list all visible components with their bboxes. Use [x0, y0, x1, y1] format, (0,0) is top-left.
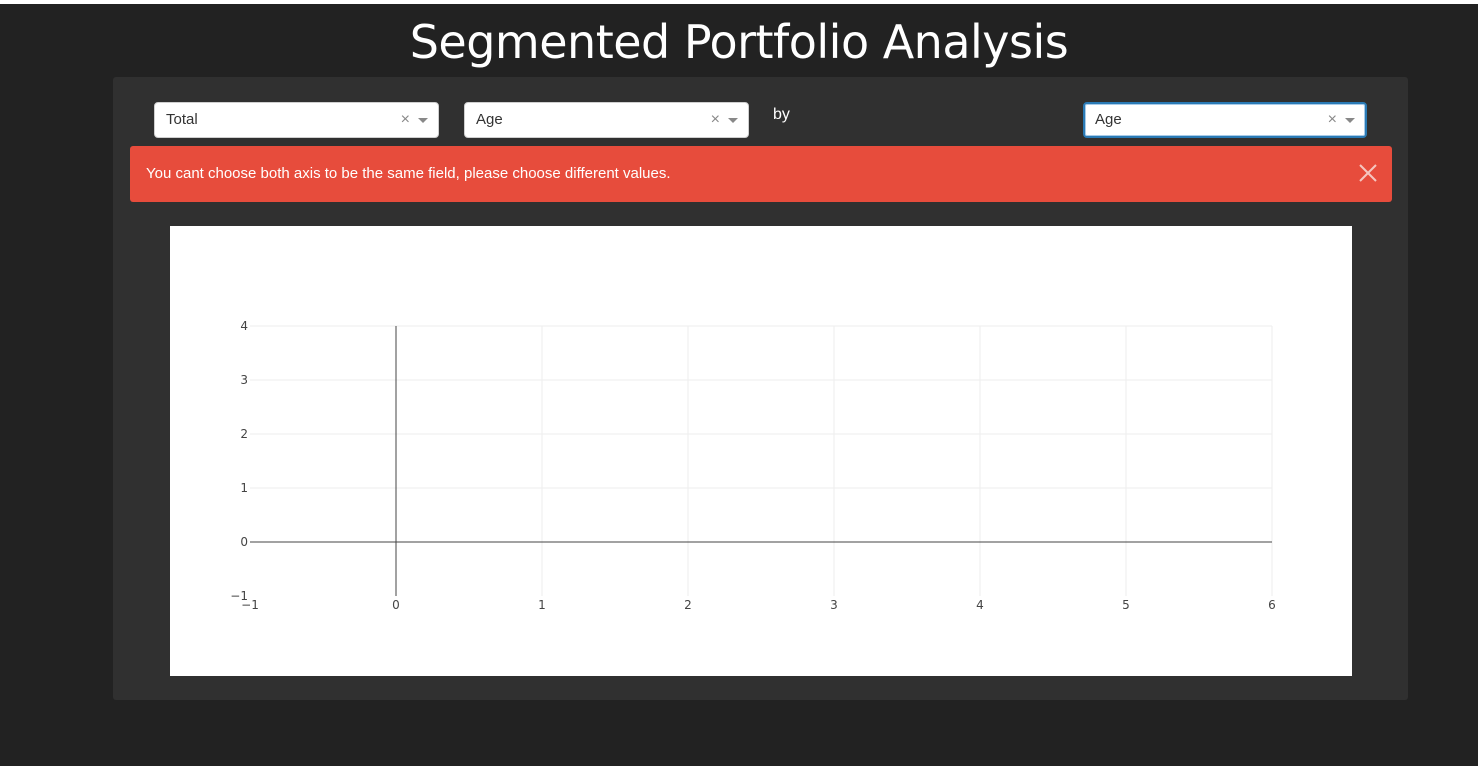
y-tick-label: 4 [240, 319, 248, 333]
y-axis-dropdown[interactable]: Age × [1083, 102, 1367, 138]
clear-icon[interactable]: × [710, 111, 720, 128]
x-tick-label: 4 [976, 598, 984, 612]
page-title: Segmented Portfolio Analysis [409, 15, 1069, 69]
x-tick-label: −1 [241, 598, 259, 612]
y-tick-label: −1 [230, 589, 248, 603]
x-tick-label: 0 [392, 598, 400, 612]
by-label: by [773, 106, 790, 123]
error-alert: You cant choose both axis to be the same… [130, 146, 1392, 202]
scatter-chart: −1 0 1 2 3 4 5 6 −1 0 1 2 3 4 [230, 319, 1276, 612]
x-tick-label: 5 [1122, 598, 1130, 612]
x-axis-dropdown-value: Age [476, 111, 503, 128]
close-icon[interactable] [1358, 163, 1378, 183]
y-tick-label: 0 [240, 535, 248, 549]
y-tick-label: 3 [240, 373, 248, 387]
chart-container: −1 0 1 2 3 4 5 6 −1 0 1 2 3 4 [170, 226, 1352, 676]
top-border [0, 0, 1478, 4]
y-tick-label: 2 [240, 427, 248, 441]
x-tick-label: 1 [538, 598, 546, 612]
chevron-down-icon[interactable] [418, 118, 428, 123]
clear-icon[interactable]: × [1327, 111, 1337, 128]
x-axis-dropdown[interactable]: Age × [464, 102, 749, 138]
metric-dropdown[interactable]: Total × [154, 102, 439, 138]
metric-dropdown-value: Total [166, 111, 198, 128]
y-tick-label: 1 [240, 481, 248, 495]
chevron-down-icon[interactable] [728, 118, 738, 123]
x-tick-label: 3 [830, 598, 838, 612]
chevron-down-icon[interactable] [1345, 118, 1355, 123]
alert-message: You cant choose both axis to be the same… [146, 165, 671, 182]
x-tick-label: 6 [1268, 598, 1276, 612]
x-tick-label: 2 [684, 598, 692, 612]
y-axis-dropdown-value: Age [1095, 111, 1122, 128]
clear-icon[interactable]: × [400, 111, 410, 128]
